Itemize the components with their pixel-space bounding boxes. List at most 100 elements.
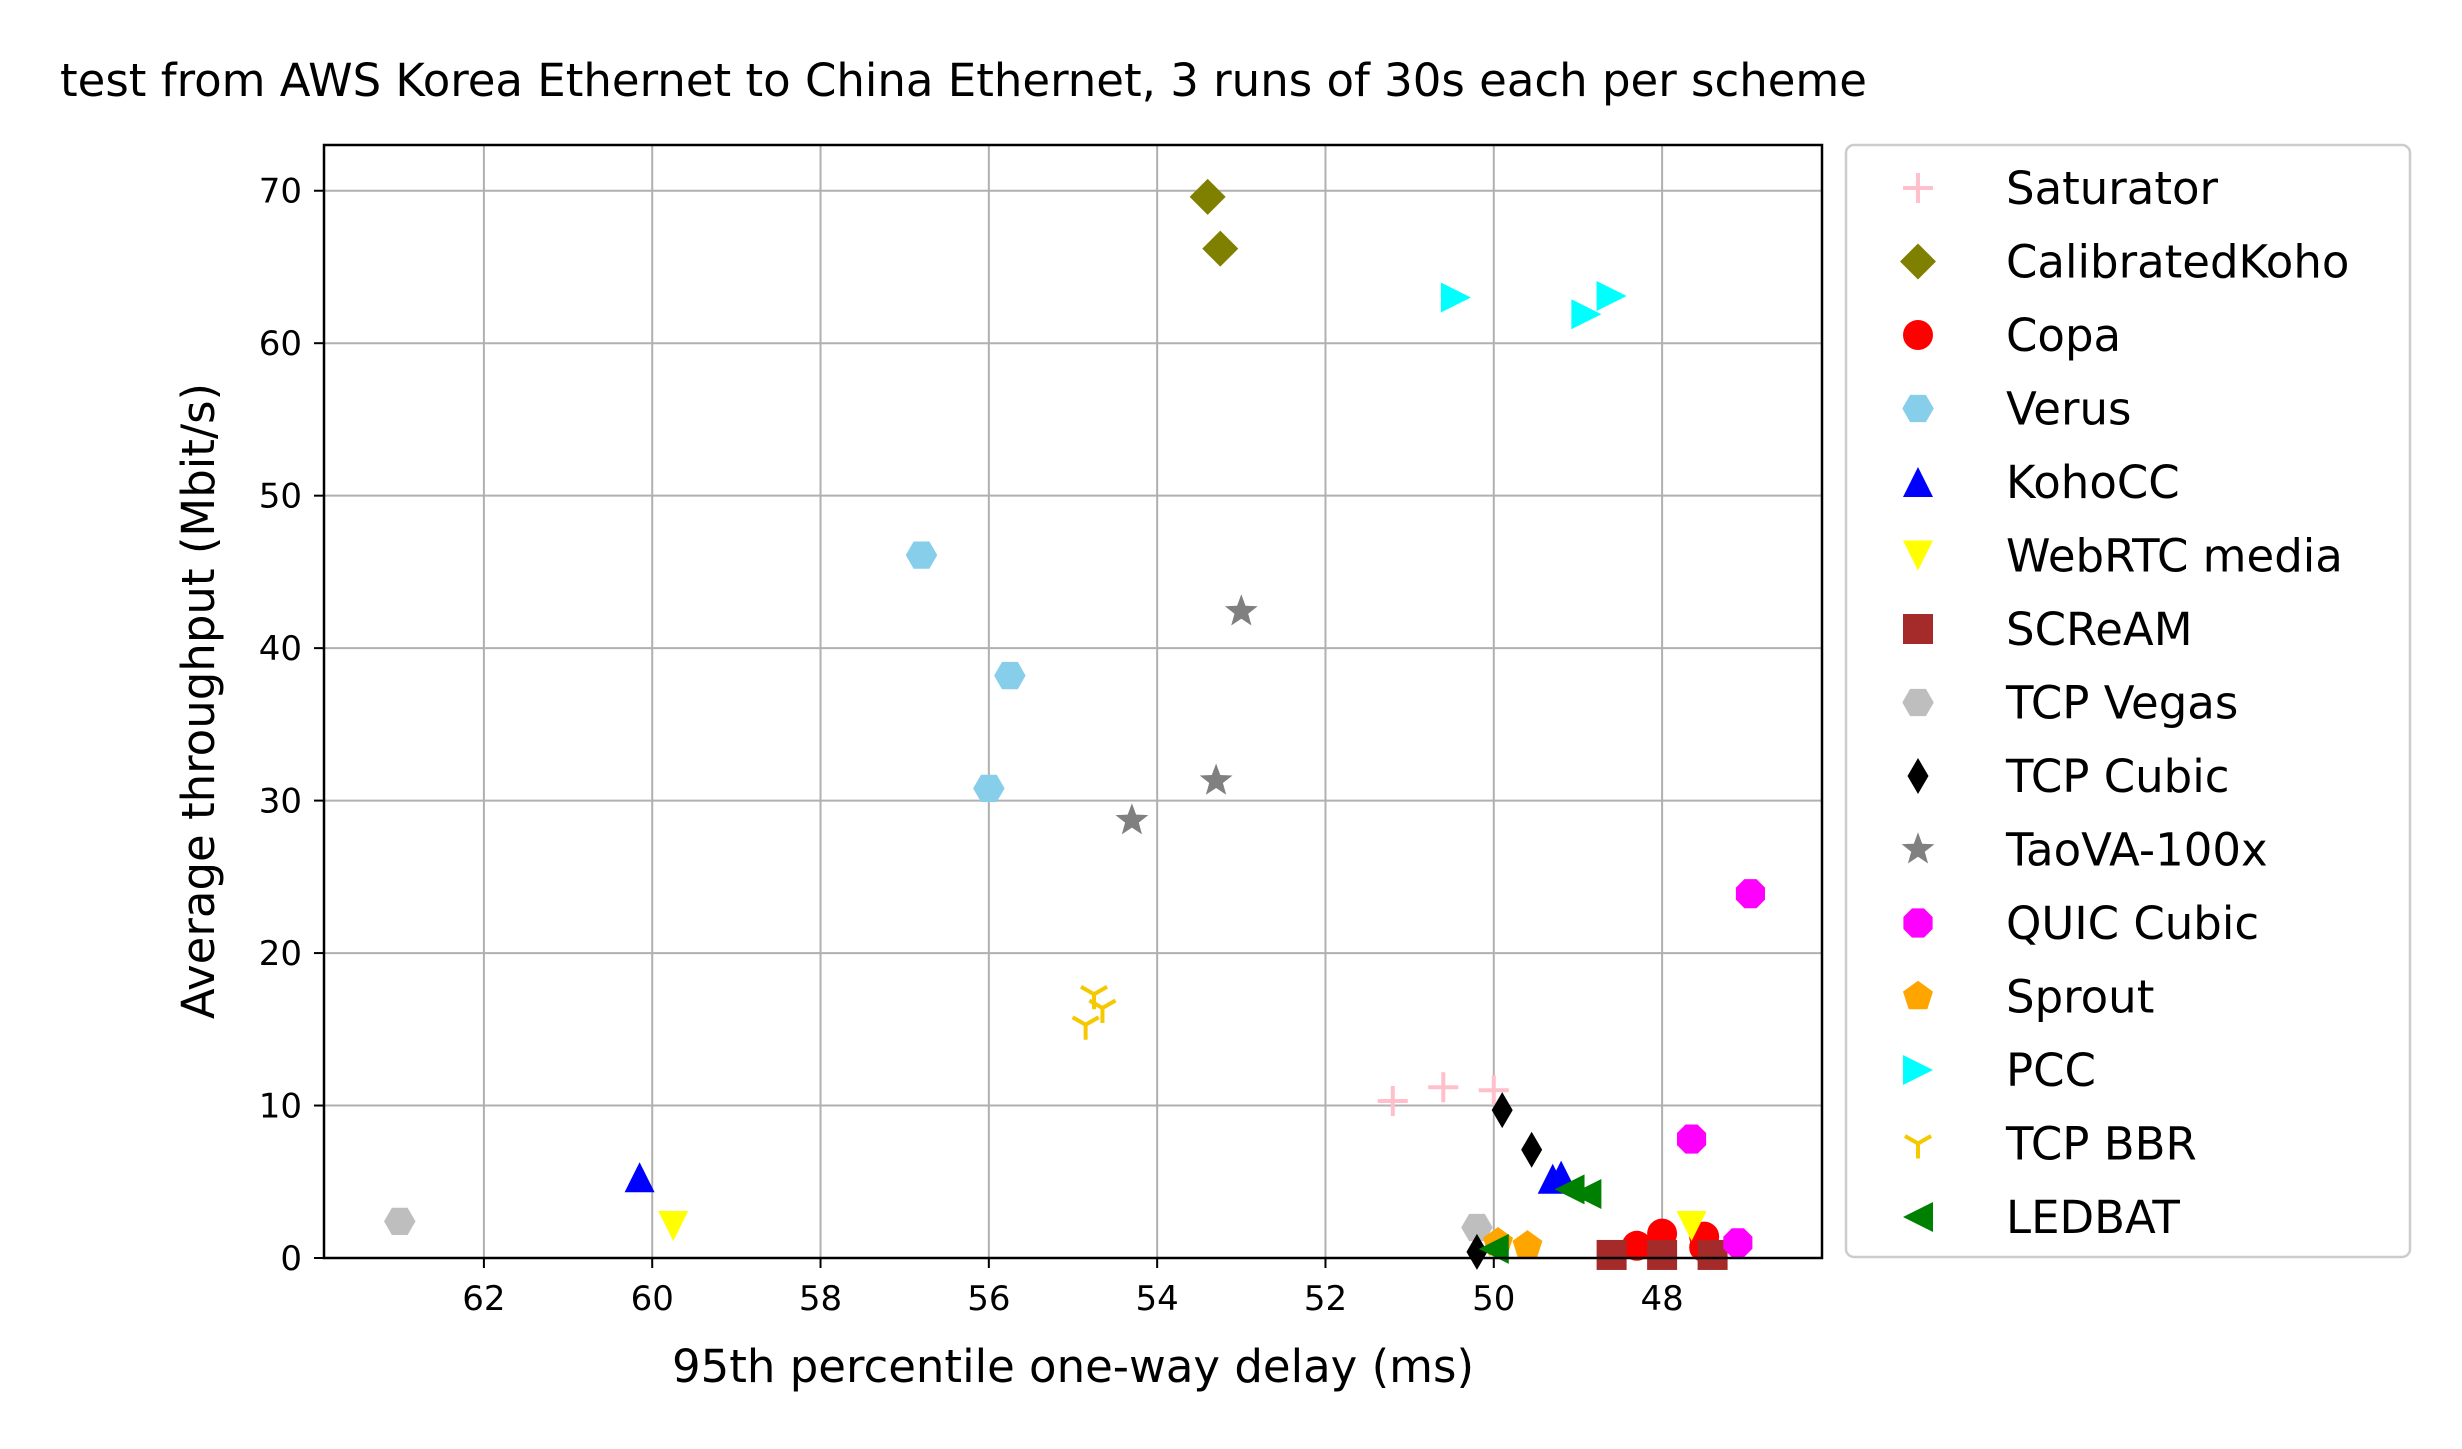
legend-marker [1901,832,1935,864]
y-tick-label: 60 [259,324,302,364]
legend-item: Verus [1902,383,2131,436]
legend-marker [1903,980,1933,1010]
data-point [1115,803,1149,835]
legend-item: QUIC Cubic [1903,897,2259,950]
data-point [1596,1239,1627,1270]
legend-label: LEDBAT [2006,1191,2180,1244]
legend-marker [1903,467,1933,497]
legend-marker [1903,614,1933,644]
data-points [384,178,1765,1270]
y-tick-label: 50 [259,477,302,517]
y-tick-label: 10 [259,1087,302,1127]
x-axis-label: 95th percentile one-way delay (ms) [672,1340,1474,1393]
series-tcp-bbr [1071,985,1117,1040]
series-tcp-vegas [384,1207,1493,1242]
series-webrtc-media [658,1210,1707,1241]
x-tick-label: 52 [1304,1279,1347,1319]
legend-marker [1903,1134,1933,1159]
legend-label: Verus [2006,383,2131,436]
legend-item: TCP BBR [1903,1118,2197,1171]
series-quic-cubic [1677,879,1765,1258]
data-point [905,541,938,569]
data-point [1377,1085,1408,1116]
legend-label: TCP BBR [2005,1118,2197,1171]
series-calibratedkoho [1189,178,1239,267]
data-point [1647,1239,1678,1270]
legend-marker [1903,1202,1933,1232]
chart-title: test from AWS Korea Ethernet to China Et… [60,54,1867,107]
data-point [1676,1210,1707,1241]
data-point [1440,282,1471,313]
legend-label: QUIC Cubic [2006,897,2259,950]
x-tick-label: 60 [631,1279,674,1319]
data-point [1478,1233,1509,1264]
y-tick-label: 20 [259,934,302,974]
data-point [1199,763,1233,795]
plot-frame [322,143,1824,1260]
series-pcc [1440,280,1627,330]
data-point [624,1162,655,1193]
legend-marker [1903,540,1933,571]
legend: Saturator CalibratedKoho Copa Verus KohoCC We… [1844,143,2412,1259]
legend-item: SCReAM [1903,603,2193,656]
data-point [1478,1075,1509,1106]
series-kohocc [624,1160,1577,1194]
legend-marker [1900,243,1936,280]
x-tick-label: 48 [1640,1279,1683,1319]
legend-item: TCP Cubic [1907,750,2229,803]
legend-label: Copa [2006,309,2121,362]
legend-frame [1844,143,2412,1259]
y-tick-label: 0 [280,1239,302,1279]
data-point [1554,1174,1585,1205]
series-ledbat [1478,1174,1602,1264]
y-tick-label: 30 [259,782,302,822]
legend-marker [1903,173,1933,203]
series-scream [1596,1239,1728,1270]
x-tick-label: 50 [1472,1279,1515,1319]
legend-item: KohoCC [1903,456,2180,509]
legend-label: PCC [2006,1044,2096,1097]
data-point [1088,998,1117,1023]
x-tick-label: 58 [799,1279,842,1319]
legend-label: CalibratedKoho [2006,236,2349,289]
y-tick-label: 40 [259,629,302,669]
legend-marker [1903,320,1933,350]
data-point [1202,230,1239,267]
x-tick-label: 56 [967,1279,1010,1319]
legend-label: WebRTC media [2006,530,2343,583]
legend-item: Copa [1903,309,2121,362]
legend-label: Saturator [2006,162,2219,215]
series-tcp-cubic [1466,1092,1543,1270]
data-point [1697,1239,1728,1270]
data-point [1466,1233,1488,1270]
data-point [1723,1228,1753,1258]
legend-label: TCP Cubic [2005,750,2229,803]
data-point [1571,299,1602,330]
legend-item: Sprout [1903,971,2154,1024]
legend-label: KohoCC [2006,456,2180,509]
legend-label: Sprout [2006,971,2154,1024]
data-point [1071,1015,1100,1040]
x-tick-label: 62 [462,1279,505,1319]
series-taova-100x [1115,594,1258,835]
legend-item: PCC [1903,1044,2096,1097]
axis-ticks: 62 60 58 56 54 52 50 48 0 10 20 30 40 50 60 70 [259,172,1684,1319]
y-tick-label: 70 [259,172,302,212]
legend-item: LEDBAT [1903,1191,2180,1244]
legend-label: TaoVA-100x [2005,824,2268,877]
series-saturator [1377,1072,1509,1116]
series-verus [905,541,1026,802]
data-point [994,661,1026,690]
data-point [1677,1124,1707,1154]
legend-item: WebRTC media [1903,530,2343,583]
legend-marker [1902,688,1934,717]
data-point [658,1210,689,1241]
data-point [1428,1072,1459,1103]
data-point [1512,1230,1543,1259]
data-point [1735,879,1765,909]
grid-lines [324,145,1822,1259]
legend-marker [1907,758,1929,794]
data-point [1571,1178,1602,1209]
data-point [1461,1213,1493,1242]
